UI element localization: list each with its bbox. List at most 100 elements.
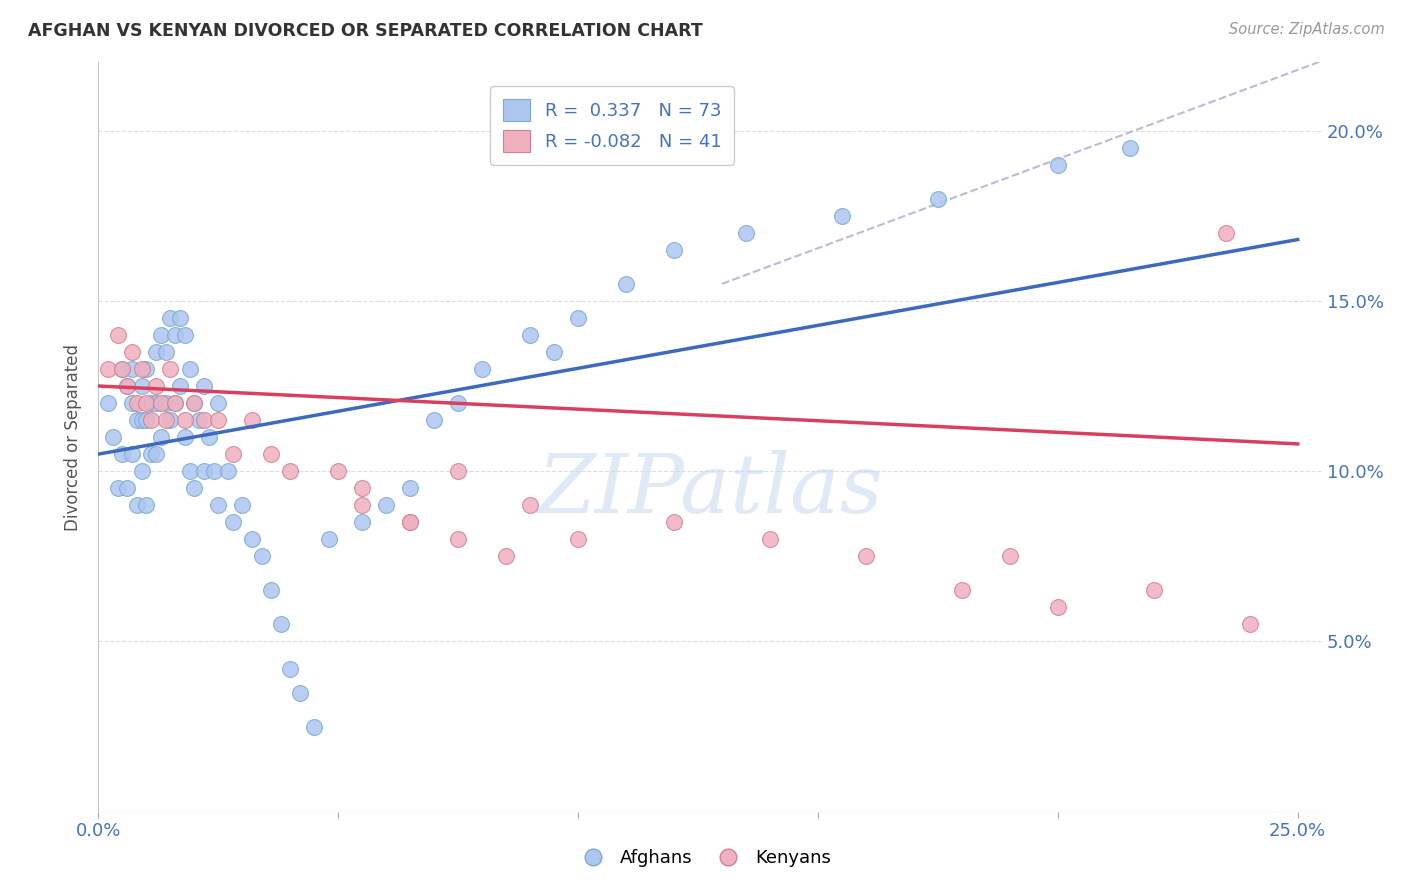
Point <box>197 430 219 444</box>
Point <box>121 345 143 359</box>
Point <box>447 533 470 547</box>
Point <box>159 362 181 376</box>
Point <box>169 379 191 393</box>
Point <box>495 549 517 564</box>
Point <box>735 226 758 240</box>
Point <box>149 430 172 444</box>
Point <box>1119 140 1142 154</box>
Point <box>222 447 245 461</box>
Point <box>131 413 153 427</box>
Legend: Afghans, Kenyans: Afghans, Kenyans <box>568 842 838 874</box>
Point <box>304 720 326 734</box>
Point <box>231 498 253 512</box>
Point <box>222 515 245 529</box>
Point <box>447 396 470 410</box>
Point <box>125 413 148 427</box>
Point <box>1046 158 1069 172</box>
Point <box>471 362 494 376</box>
Point <box>173 327 195 342</box>
Point <box>135 396 157 410</box>
Point <box>183 481 205 495</box>
Point <box>260 583 283 598</box>
Point <box>111 362 134 376</box>
Point <box>115 481 138 495</box>
Point <box>155 413 177 427</box>
Text: Source: ZipAtlas.com: Source: ZipAtlas.com <box>1229 22 1385 37</box>
Point <box>202 464 225 478</box>
Point <box>399 515 422 529</box>
Point <box>1215 226 1237 240</box>
Point <box>101 430 124 444</box>
Point <box>173 430 195 444</box>
Point <box>115 379 138 393</box>
Point <box>328 464 350 478</box>
Point <box>193 464 215 478</box>
Point <box>240 533 263 547</box>
Point <box>662 515 685 529</box>
Point <box>614 277 637 291</box>
Point <box>207 498 229 512</box>
Point <box>145 345 167 359</box>
Point <box>207 413 229 427</box>
Point <box>165 396 187 410</box>
Point <box>183 396 205 410</box>
Point <box>107 481 129 495</box>
Point <box>278 464 301 478</box>
Point <box>111 362 134 376</box>
Point <box>567 310 589 325</box>
Point <box>375 498 398 512</box>
Point <box>145 396 167 410</box>
Point <box>141 413 163 427</box>
Point <box>121 396 143 410</box>
Point <box>759 533 782 547</box>
Point <box>288 685 311 699</box>
Point <box>149 396 172 410</box>
Point <box>543 345 565 359</box>
Point <box>855 549 877 564</box>
Point <box>135 413 157 427</box>
Point <box>399 481 422 495</box>
Point <box>998 549 1021 564</box>
Point <box>193 379 215 393</box>
Point <box>131 464 153 478</box>
Point <box>173 413 195 427</box>
Point <box>188 413 211 427</box>
Point <box>1239 617 1261 632</box>
Point <box>567 533 589 547</box>
Point <box>250 549 273 564</box>
Point <box>447 464 470 478</box>
Point <box>159 413 181 427</box>
Legend: R =  0.337   N = 73, R = -0.082   N = 41: R = 0.337 N = 73, R = -0.082 N = 41 <box>491 87 734 165</box>
Point <box>240 413 263 427</box>
Point <box>318 533 340 547</box>
Point <box>352 481 374 495</box>
Point <box>97 396 120 410</box>
Point <box>115 379 138 393</box>
Text: AFGHAN VS KENYAN DIVORCED OR SEPARATED CORRELATION CHART: AFGHAN VS KENYAN DIVORCED OR SEPARATED C… <box>28 22 703 40</box>
Point <box>423 413 446 427</box>
Y-axis label: Divorced or Separated: Divorced or Separated <box>65 343 83 531</box>
Point <box>179 464 201 478</box>
Point <box>111 447 134 461</box>
Point <box>831 209 853 223</box>
Point <box>145 379 167 393</box>
Point <box>165 327 187 342</box>
Point <box>155 345 177 359</box>
Point <box>107 327 129 342</box>
Point <box>131 379 153 393</box>
Point <box>121 362 143 376</box>
Point <box>217 464 239 478</box>
Point <box>121 447 143 461</box>
Point <box>145 447 167 461</box>
Point <box>352 498 374 512</box>
Point <box>927 192 949 206</box>
Point <box>352 515 374 529</box>
Point <box>135 362 157 376</box>
Point <box>169 310 191 325</box>
Point <box>1046 600 1069 615</box>
Point <box>155 396 177 410</box>
Point <box>125 396 148 410</box>
Point <box>260 447 283 461</box>
Point <box>179 362 201 376</box>
Point <box>193 413 215 427</box>
